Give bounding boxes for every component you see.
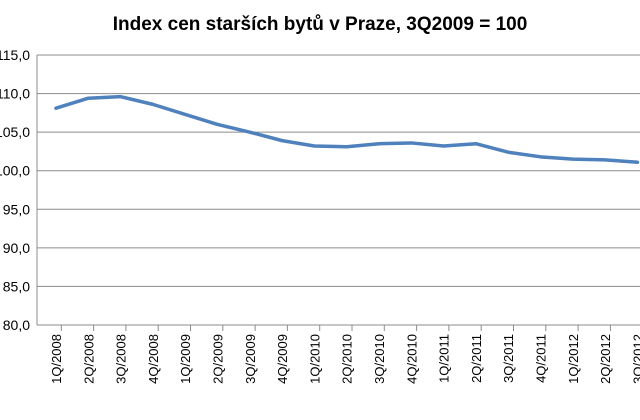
data-point: [636, 161, 639, 164]
data-point: [313, 145, 316, 147]
x-tick-label: 4Q/2010: [404, 334, 419, 384]
x-tick-label: 1Q/2011: [437, 334, 452, 383]
data-point: [249, 131, 251, 133]
series-line: [54, 94, 640, 164]
data-point: [55, 107, 57, 110]
x-tick-label: 2Q/2012: [598, 334, 613, 384]
y-tick-label: 100,0: [0, 163, 30, 179]
y-tick-label: 80,0: [3, 317, 30, 333]
x-tick-label: 4Q/2008: [146, 334, 161, 384]
data-point: [152, 103, 154, 106]
x-tick-label: 3Q/2009: [243, 334, 258, 384]
x-tick-labels: 1Q/2008 2Q/2008 3Q/2008 4Q/2008 1Q/2009 2Q/20…: [49, 334, 640, 384]
data-point: [281, 139, 283, 142]
data-point: [572, 158, 574, 160]
x-tick-label: 2Q/2009: [211, 334, 226, 384]
x-tick-label: 3Q/2012: [630, 334, 640, 384]
x-tick-label: 1Q/2009: [178, 334, 193, 384]
y-tick-labels: 80,0 85,0 90,0 95,0 100,0 105,0 110,0 115,0: [0, 47, 30, 333]
data-point: [507, 151, 510, 153]
data-point: [87, 97, 90, 99]
data-point: [539, 156, 542, 158]
x-tick-label: 3Q/2008: [114, 334, 129, 384]
x-tick-label: 3Q/2011: [501, 334, 516, 383]
x-tick-label: 3Q/2010: [372, 334, 387, 384]
data-point: [378, 142, 380, 145]
gridlines: [37, 54, 640, 287]
y-tick-label: 110,0: [0, 86, 30, 102]
y-tick-label: 105,0: [0, 124, 30, 140]
axes: [36, 55, 640, 331]
y-tick-label: 95,0: [3, 201, 30, 217]
y-tick-label: 115,0: [0, 47, 30, 63]
x-tick-label: 4Q/2009: [275, 334, 290, 384]
y-tick-label: 90,0: [3, 240, 30, 256]
chart-title: Index cen starších bytů v Praze, 3Q2009 …: [112, 14, 528, 35]
x-tick-label: 2Q/2008: [81, 334, 96, 384]
data-point: [216, 123, 219, 126]
data-point: [184, 113, 186, 116]
x-tick-label: 1Q/2008: [49, 334, 64, 384]
data-point: [442, 145, 445, 147]
series-layer: [54, 94, 640, 164]
y-tick-label: 85,0: [3, 278, 30, 294]
x-tick-label: 2Q/2010: [340, 334, 355, 384]
x-tick-label: 4Q/2011: [534, 334, 549, 383]
x-tick-label: 2Q/2011: [469, 334, 484, 383]
data-point: [345, 146, 348, 148]
data-point: [119, 95, 122, 98]
data-point: [604, 159, 606, 161]
data-point: [475, 142, 477, 145]
x-tick-label: 1Q/2010: [307, 334, 322, 384]
data-point: [410, 142, 413, 144]
x-tick-label: 1Q/2012: [566, 334, 581, 384]
